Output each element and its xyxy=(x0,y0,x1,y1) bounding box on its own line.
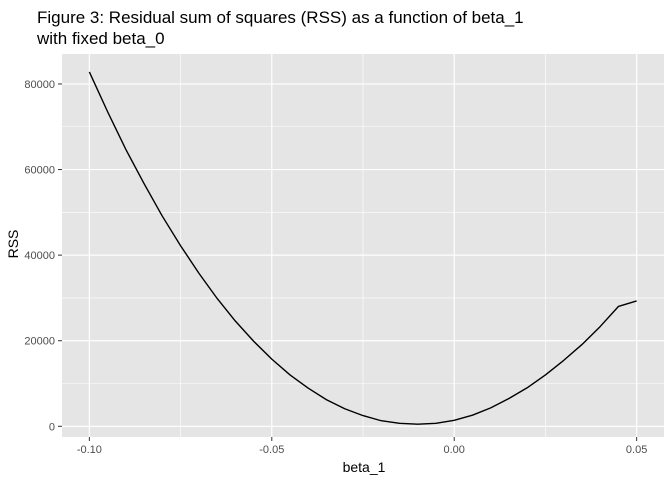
x-axis: -0.10 -0.05 0.00 0.05 xyxy=(77,437,648,456)
x-axis-label: beta_1 xyxy=(343,459,386,475)
y-axis-label: RSS xyxy=(5,230,21,259)
chart-title-line-1: Figure 3: Residual sum of squares (RSS) … xyxy=(37,8,524,27)
y-tick-label: 60000 xyxy=(24,165,55,177)
plot-panel xyxy=(62,54,664,437)
x-tick-label: -0.10 xyxy=(77,444,102,456)
y-tick-label: 80000 xyxy=(24,79,55,91)
y-axis: 0 20000 40000 60000 80000 xyxy=(24,79,62,433)
y-tick-label: 0 xyxy=(49,421,55,433)
x-tick-label: -0.05 xyxy=(259,444,284,456)
chart-title-line-2: with fixed beta_0 xyxy=(36,29,165,48)
x-tick-label: 0.05 xyxy=(626,444,647,456)
y-tick-label: 20000 xyxy=(24,336,55,348)
x-tick-label: 0.00 xyxy=(444,444,465,456)
y-tick-label: 40000 xyxy=(24,250,55,262)
